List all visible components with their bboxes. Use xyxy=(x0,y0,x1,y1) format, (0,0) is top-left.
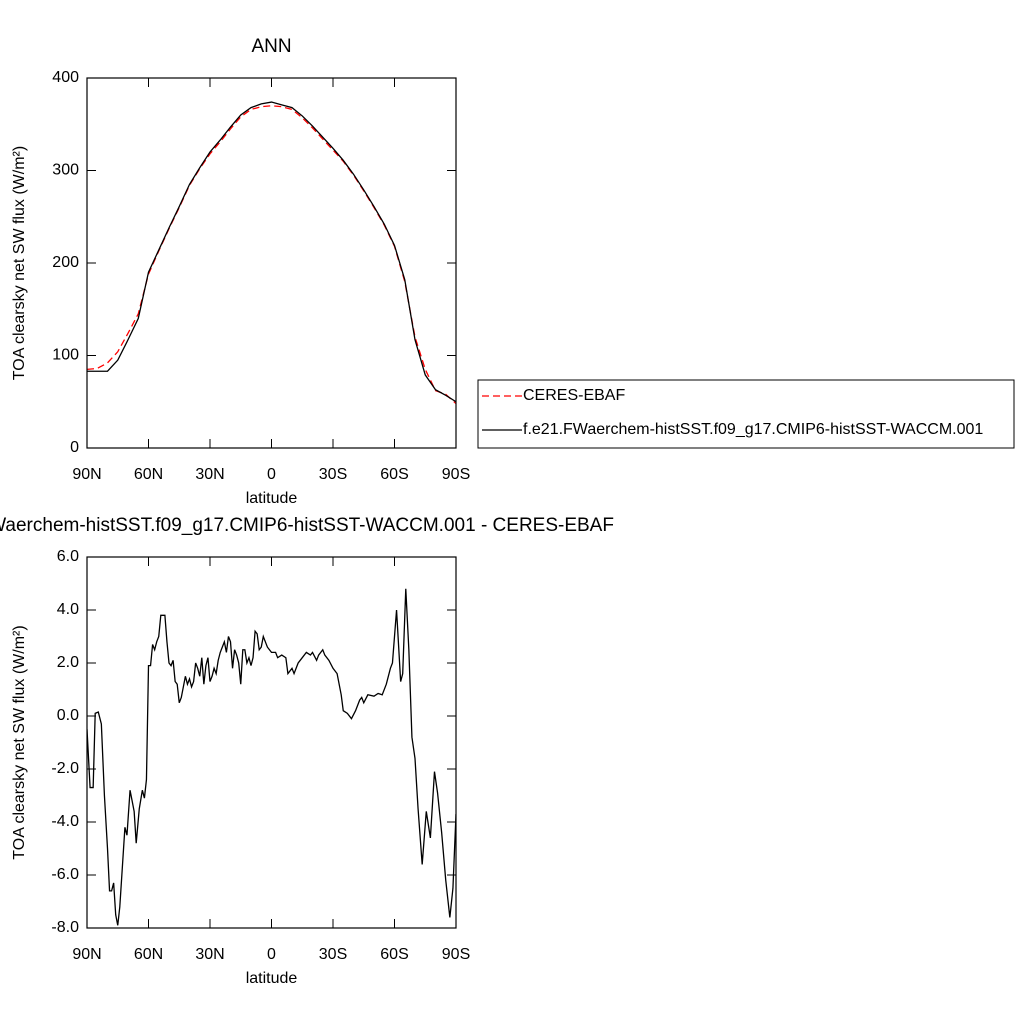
x-tick-label: 0 xyxy=(267,466,276,483)
series-line xyxy=(87,588,456,926)
y-tick-label: 400 xyxy=(52,69,79,86)
x-tick-label: 60S xyxy=(380,946,408,963)
x-tick-label: 90S xyxy=(442,946,470,963)
x-tick-label: 30N xyxy=(195,466,224,483)
x-tick-label: 60N xyxy=(134,946,163,963)
series-line xyxy=(87,105,456,405)
y-tick-label: 4.0 xyxy=(57,601,79,618)
y-tick-label: -4.0 xyxy=(51,813,79,830)
legend-label: f.e21.FWaerchem-histSST.f09_g17.CMIP6-hi… xyxy=(523,421,983,438)
plot-frame xyxy=(86,77,457,449)
y-axis-label: TOA clearsky net SW flux (W/m²) xyxy=(11,146,28,380)
y-tick-label: 2.0 xyxy=(57,654,79,671)
x-tick-label: 90S xyxy=(442,466,470,483)
y-tick-label: 200 xyxy=(52,254,79,271)
x-axis-label: latitude xyxy=(246,970,298,987)
series-line xyxy=(87,101,456,403)
y-tick-label: -2.0 xyxy=(51,760,79,777)
plot-frame xyxy=(86,556,457,929)
x-tick-label: 30S xyxy=(319,466,347,483)
x-tick-label: 0 xyxy=(267,946,276,963)
x-tick-label: 90N xyxy=(72,946,101,963)
x-tick-label: 90N xyxy=(72,466,101,483)
y-tick-label: -6.0 xyxy=(51,866,79,883)
y-tick-label: 0.0 xyxy=(57,707,79,724)
y-tick-label: 6.0 xyxy=(57,548,79,565)
x-tick-label: 60S xyxy=(380,466,408,483)
x-tick-label: 30S xyxy=(319,946,347,963)
y-tick-label: 100 xyxy=(52,347,79,364)
y-tick-label: 0 xyxy=(70,439,79,456)
x-tick-label: 30N xyxy=(195,946,224,963)
y-tick-label: 300 xyxy=(52,162,79,179)
chart-title: f.e21.FWaerchem-histSST.f09_g17.CMIP6-hi… xyxy=(0,515,614,536)
x-axis-label: latitude xyxy=(246,490,298,507)
legend-label: CERES-EBAF xyxy=(523,387,625,404)
legend-box xyxy=(477,379,1015,449)
y-tick-label: -8.0 xyxy=(51,919,79,936)
chart-title: ANN xyxy=(251,36,291,57)
x-tick-label: 60N xyxy=(134,466,163,483)
y-axis-label: TOA clearsky net SW flux (W/m²) xyxy=(11,625,28,859)
